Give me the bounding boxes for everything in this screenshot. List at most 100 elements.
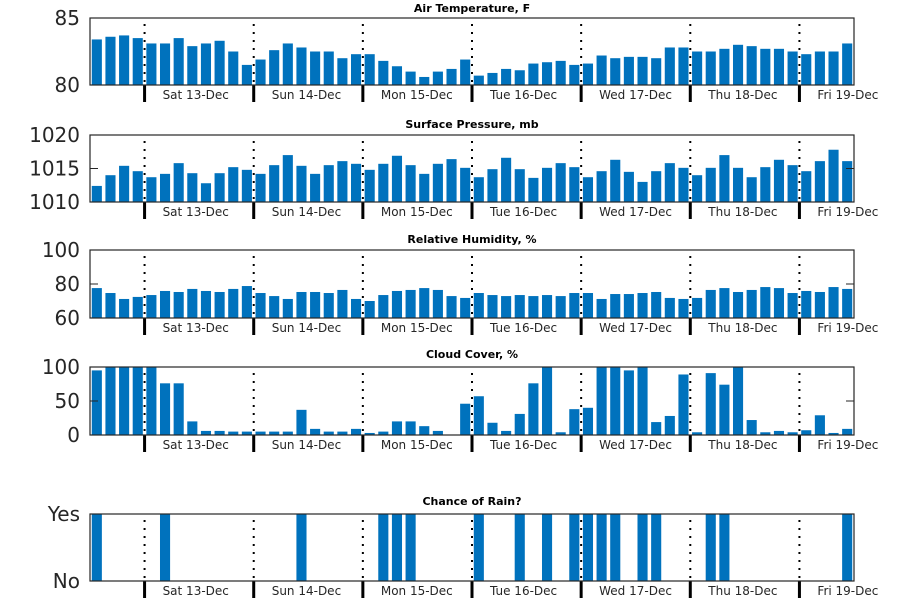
bar [228, 288, 239, 318]
day-label: Sat 13-Dec [163, 321, 229, 335]
bar [269, 165, 280, 202]
bar [432, 289, 443, 318]
day-label: Sun 14-Dec [272, 205, 341, 219]
bar [528, 177, 539, 202]
bar [801, 290, 812, 318]
bar [214, 430, 225, 435]
bar [664, 297, 675, 318]
bar [159, 514, 171, 581]
day-label: Sun 14-Dec [272, 321, 341, 335]
bar [487, 295, 498, 318]
bar [187, 46, 198, 85]
day-label: Tue 16-Dec [489, 438, 557, 452]
bar [350, 428, 362, 435]
bar [582, 177, 594, 202]
bar [555, 432, 566, 435]
bar [323, 51, 334, 85]
bar [760, 167, 771, 202]
bar [787, 51, 798, 85]
bar [146, 177, 157, 202]
bar [596, 171, 607, 202]
day-label: Thu 18-Dec [707, 438, 777, 452]
day-label: Fri 19-Dec [817, 205, 878, 219]
bar [555, 60, 566, 85]
bar [173, 163, 184, 202]
bar [705, 514, 716, 581]
bar [514, 70, 525, 85]
day-label: Sat 13-Dec [163, 88, 229, 102]
bar [432, 71, 443, 85]
bar [105, 175, 116, 202]
bar [828, 51, 839, 85]
bar [569, 293, 580, 318]
bar [487, 72, 498, 85]
y-tick-label: 100 [42, 238, 80, 262]
bar [473, 177, 484, 202]
bar [719, 155, 730, 202]
bar [692, 175, 703, 202]
bar [582, 514, 594, 581]
bar [787, 293, 798, 318]
bar [692, 432, 703, 435]
y-tick-label: 80 [55, 272, 80, 296]
bar [173, 383, 184, 435]
bar [637, 56, 648, 85]
chart-panel-1: Sat 13-Dec Sun 14-Dec Mon 15-Dec Tue 16-Dec… [55, 2, 878, 102]
bar [692, 51, 703, 85]
bar [528, 296, 539, 318]
day-label: Fri 19-Dec [817, 584, 878, 598]
bar [814, 291, 825, 318]
bar [610, 159, 621, 202]
bar [200, 43, 212, 85]
chart-title: Cloud Cover, % [426, 348, 518, 361]
bar [323, 293, 334, 318]
bar [460, 297, 471, 318]
bar [651, 514, 662, 581]
bar [787, 432, 798, 435]
bar [187, 421, 198, 435]
bar [432, 163, 443, 202]
bar [514, 413, 525, 435]
bar [350, 163, 362, 202]
bar [501, 68, 512, 85]
bar [773, 159, 785, 202]
day-label: Thu 18-Dec [707, 321, 777, 335]
bar [91, 288, 102, 318]
bar [569, 64, 580, 85]
bar [214, 291, 225, 318]
bar [378, 295, 389, 318]
bar [541, 295, 553, 318]
bar [173, 38, 184, 85]
bar [664, 415, 675, 435]
bar [746, 46, 757, 85]
bar [228, 167, 239, 202]
bar [610, 294, 621, 318]
bar [460, 403, 471, 435]
bar [146, 295, 157, 318]
bar [473, 75, 484, 85]
bar [610, 367, 621, 435]
y-tick-label: Yes [47, 502, 80, 526]
bar [296, 514, 307, 581]
y-tick-label: 1010 [29, 190, 80, 214]
bar [391, 421, 403, 435]
day-label: Wed 17-Dec [599, 321, 672, 335]
bar [91, 514, 102, 581]
bar [828, 287, 839, 318]
bar [323, 431, 334, 435]
bar [419, 426, 430, 435]
bar [460, 59, 471, 85]
bar [569, 167, 580, 202]
bar [541, 514, 553, 581]
day-label: Sun 14-Dec [272, 88, 341, 102]
bar [705, 51, 716, 85]
bar [214, 173, 225, 202]
bar [91, 185, 102, 202]
day-label: Mon 15-Dec [381, 321, 453, 335]
bar [651, 291, 662, 318]
bar [514, 514, 525, 581]
bar [541, 62, 553, 85]
day-label: Tue 16-Dec [489, 88, 557, 102]
day-label: Wed 17-Dec [599, 438, 672, 452]
bar [241, 169, 252, 202]
